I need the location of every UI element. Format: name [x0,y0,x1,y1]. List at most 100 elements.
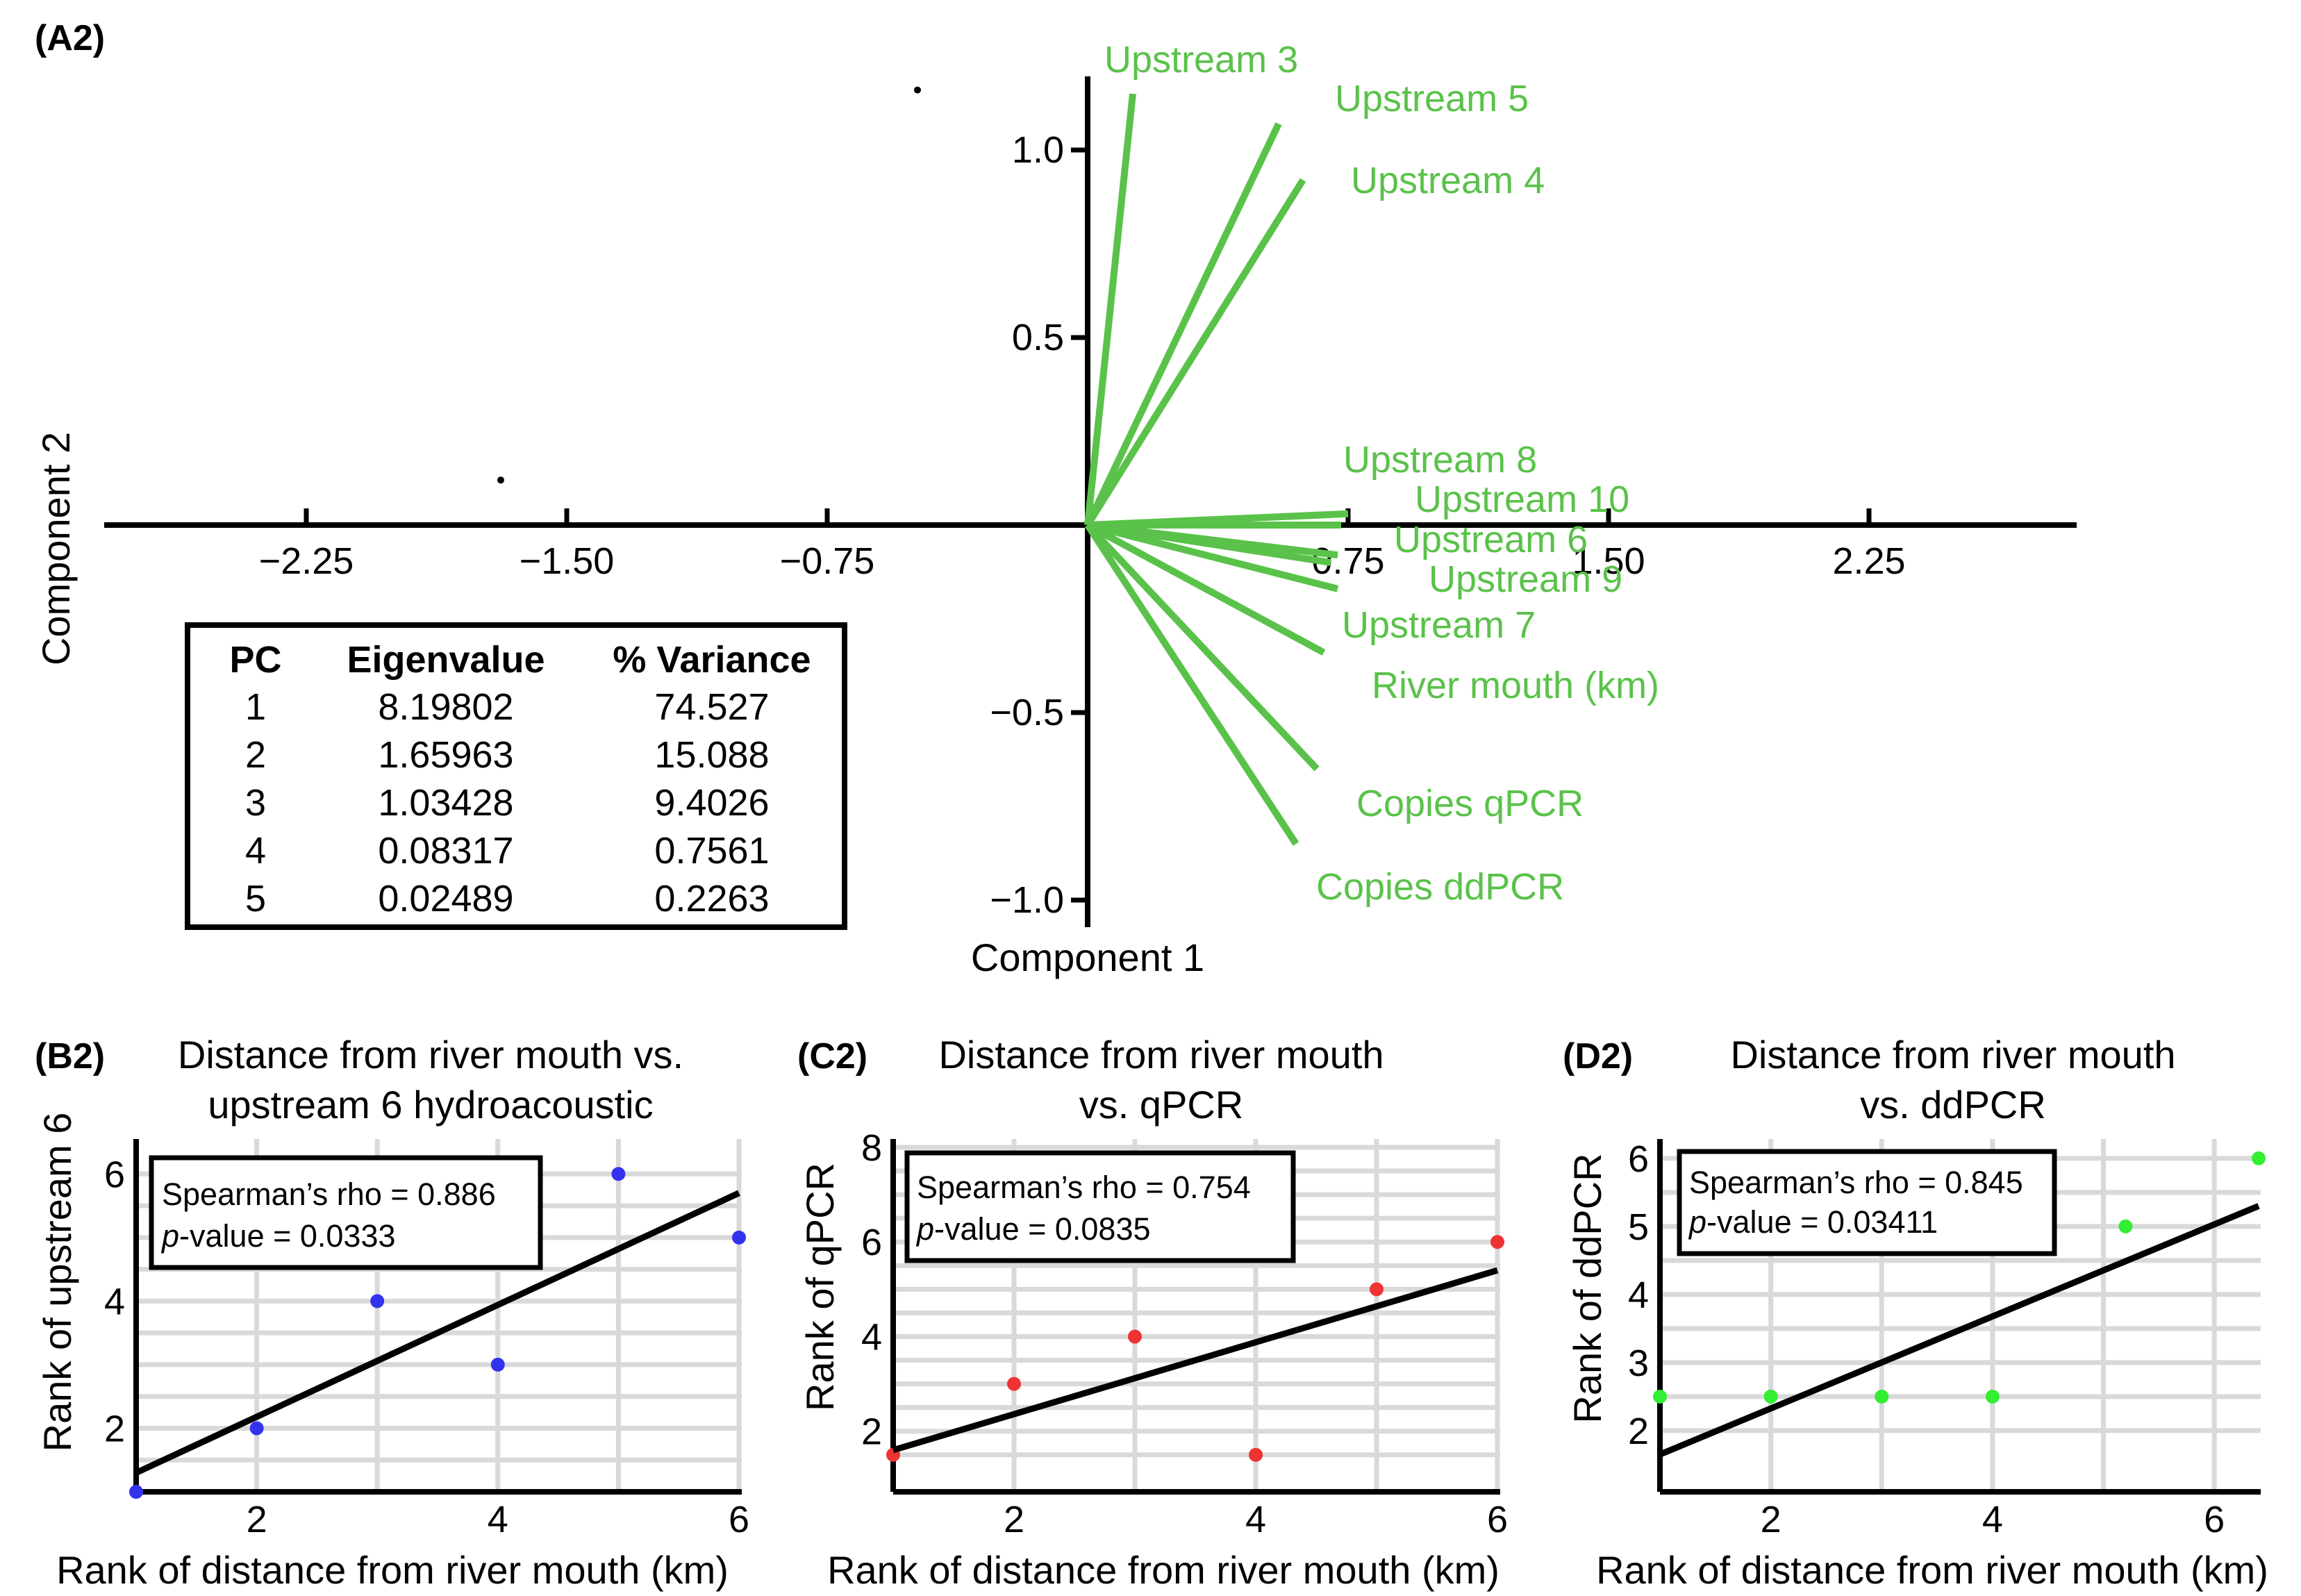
c2-y-tick-label: 4 [861,1316,882,1358]
c2-stats-box [904,1150,1296,1263]
d2-x-tick-label: 4 [1982,1499,2003,1540]
panel-c2-scatter: (C2) Distance from river mouth vs. qPCR … [797,1033,1508,1592]
loading-label-upstream-7: Upstream 7 [1342,604,1536,646]
b2-y-tick-label: 4 [104,1281,125,1322]
d2-stats-box [1677,1149,2057,1256]
a2-x-tick-label: −1.50 [520,540,615,582]
table-cell: 2 [245,734,266,776]
table-cell: 0.08317 [378,830,513,872]
b2-spearman-rho: Spearman’s rho = 0.886 [162,1177,496,1212]
loading-label-upstream-10: Upstream 10 [1415,479,1629,520]
score-point [914,86,921,94]
c2-y-tick-label: 8 [861,1127,882,1169]
b2-fit-line [135,1190,740,1476]
c2-p-value-text: -value = 0.0835 [934,1211,1150,1247]
d2-y-axis-label: Rank of ddPCR [1565,1153,1609,1423]
d2-y-tick-label: 5 [1628,1206,1649,1248]
a2-y-axis-label: Component 2 [34,432,78,665]
table-header-eigenvalue: Eigenvalue [347,639,545,681]
loading-label-upstream-9: Upstream 9 [1429,558,1622,600]
d2-fit-line [1659,1203,2260,1458]
c2-y-axis-label: Rank of qPCR [798,1163,842,1411]
c2-data-point [1370,1282,1384,1297]
table-header-pc: PC [229,639,281,681]
b2-y-axis-label: Rank of upstream 6 [35,1113,79,1452]
b2-data-point [129,1485,143,1499]
c2-x-tick-label: 6 [1487,1499,1508,1540]
table-cell: 0.02489 [378,878,513,920]
panel-label-a2: (A2) [35,18,105,58]
a2-y-tick-label: 1.0 [1012,129,1064,171]
loading-vector-upstream-4 [1084,178,1306,527]
b2-x-axis-label: Rank of distance from river mouth (km) [56,1548,729,1592]
b2-y-tick-label: 2 [104,1408,125,1449]
c2-fit-line [892,1267,1499,1454]
b2-data-point [490,1357,505,1372]
loading-label-upstream-3: Upstream 3 [1104,39,1298,81]
a2-y-tick-label: −0.5 [990,692,1064,733]
table-cell: 3 [245,782,266,824]
loading-vector-copies-qpcr [1085,522,1320,772]
a2-y-tick-label: 0.5 [1012,317,1064,358]
c2-data-point [1007,1377,1021,1391]
panel-label-b2: (B2) [35,1036,105,1077]
b2-p-value: p-value = 0.0333 [160,1218,396,1254]
c2-title-line-1: Distance from river mouth [938,1033,1384,1077]
c2-y-tick-label: 6 [861,1222,882,1263]
b2-data-point [249,1421,264,1436]
d2-y-tick-label: 3 [1628,1343,1649,1384]
a2-score-points [497,86,921,484]
table-cell: 4 [245,830,266,872]
table-cell: 1 [245,686,266,728]
score-point [497,476,504,484]
loading-label-river-mouth-km: River mouth (km) [1372,665,1659,706]
loading-label-upstream-4: Upstream 4 [1351,160,1545,201]
eigenvalue-table: PC Eigenvalue % Variance 1 8.19802 74.52… [185,622,847,930]
table-cell: 1.03428 [378,782,513,824]
table-cell: 74.527 [654,686,769,728]
d2-p-symbol: p [1688,1204,1706,1240]
loading-label-upstream-6: Upstream 6 [1394,519,1588,560]
table-cell: 0.2263 [654,878,769,920]
loading-label-upstream-8: Upstream 8 [1343,439,1537,481]
loading-vector-upstream-3 [1084,93,1136,526]
b2-x-tick-label: 2 [247,1499,267,1540]
c2-data-point [1249,1447,1263,1462]
d2-data-point [1763,1389,1778,1404]
d2-title-line-1: Distance from river mouth [1730,1033,2175,1077]
b2-x-tick-label: 4 [488,1499,508,1540]
loading-vector-upstream-5 [1084,122,1282,527]
a2-x-axis-label: Component 1 [971,936,1204,979]
b2-title-line-1: Distance from river mouth vs. [178,1033,683,1077]
c2-x-tick-label: 4 [1245,1499,1266,1540]
loading-vector-upstream-9 [1087,522,1331,566]
table-cell: 1.65963 [378,734,513,776]
a2-y-tick-label: −1.0 [990,879,1064,921]
d2-p-value-text: -value = 0.03411 [1706,1204,1938,1240]
loading-label-upstream-5: Upstream 5 [1335,78,1529,119]
d2-y-tick-label: 4 [1628,1274,1649,1316]
table-cell: 15.088 [654,734,769,776]
loading-vector-copies-ddpcr [1084,523,1299,846]
d2-data-point [1985,1389,2000,1404]
a2-x-tick-label: 2.25 [1832,540,1905,582]
a2-x-tick-label: 1.50 [1572,540,1645,582]
d2-x-axis-label: Rank of distance from river mouth (km) [1596,1548,2268,1592]
b2-x-tick-label: 6 [729,1499,749,1540]
b2-stats-box [149,1155,543,1270]
b2-y-tick-label: 6 [104,1154,125,1195]
d2-spearman-rho: Spearman’s rho = 0.845 [1689,1165,2023,1200]
d2-data-point [1875,1389,1889,1404]
c2-y-tick-label: 2 [861,1411,882,1453]
table-cell: 5 [245,878,266,920]
panel-d2-scatter: (D2) Distance from river mouth vs. ddPCR… [1563,1033,2268,1592]
c2-data-point [1490,1235,1504,1249]
c2-x-tick-label: 2 [1004,1499,1024,1540]
d2-title-line-2: vs. ddPCR [1860,1083,2046,1127]
c2-spearman-rho: Spearman’s rho = 0.754 [917,1170,1251,1205]
loading-vector-river-mouth-km [1086,522,1339,592]
d2-x-tick-label: 2 [1761,1499,1781,1540]
a2-ticks: −2.25 −1.50 −0.75 0.75 1.50 2.251.00.5−0.5−1.… [259,129,1906,921]
d2-data-point [2252,1151,2266,1165]
